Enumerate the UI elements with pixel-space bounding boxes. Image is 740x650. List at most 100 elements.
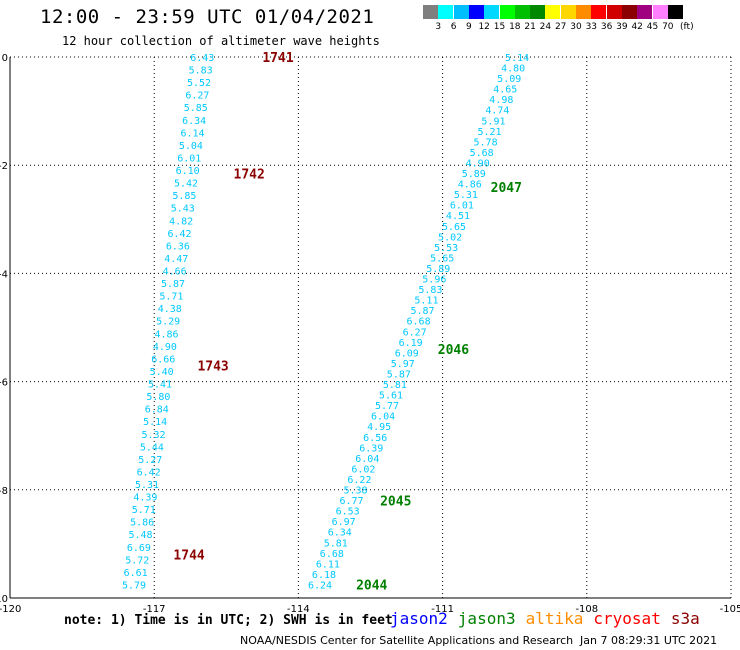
timestamp: Jan 7 08:29:31 UTC 2021	[580, 634, 718, 647]
wave-height-value: 6.77	[340, 496, 364, 507]
legend-label: 9	[466, 22, 472, 32]
lat-tick-label: -4	[0, 269, 8, 280]
legend-label: 12	[478, 22, 490, 32]
wave-height-value: 6.66	[151, 354, 175, 365]
wave-height-value: 5.71	[132, 505, 156, 516]
wave-height-value: 5.79	[122, 580, 146, 591]
wave-height-value: 6.22	[347, 475, 371, 486]
lon-tick-label: -108	[575, 604, 598, 615]
wave-height-value: 6.61	[124, 568, 148, 579]
wave-height-value: 4.82	[169, 216, 193, 227]
wave-height-value: 5.43	[171, 204, 195, 215]
wave-height-value: 5.02	[438, 232, 462, 243]
satellite-key-cryosat: cryosat	[593, 609, 661, 628]
wave-height-value: 5.32	[141, 430, 165, 441]
wave-height-value: 5.11	[414, 296, 438, 307]
pass-time-label: 1743	[197, 359, 228, 374]
legend-label: 42	[631, 22, 643, 32]
wave-height-value: 4.86	[458, 180, 482, 191]
wave-height-value: 4.90	[153, 342, 177, 353]
legend-label: 33	[585, 22, 598, 32]
legend-swatch	[514, 5, 530, 19]
wave-height-value: 5.31	[454, 190, 478, 201]
track-jason3: 5.144.805.094.654.984.745.915.215.785.68…	[308, 53, 529, 593]
legend-label: 24	[539, 22, 552, 32]
wave-height-value: 6.01	[177, 153, 201, 164]
wave-height-value: 5.44	[140, 442, 164, 453]
wave-height-value: 5.78	[474, 137, 498, 148]
wave-height-value: 5.42	[174, 179, 198, 190]
wave-height-value: 5.85	[172, 191, 196, 202]
lon-tick-label: -120	[0, 604, 21, 615]
wave-height-value: 5.72	[125, 555, 149, 566]
wave-height-value: 5.87	[387, 369, 411, 380]
lon-tick-label: -105	[720, 604, 740, 615]
lat-tick-label: 0	[2, 53, 8, 64]
axis-ticks: -120 -117 -114 -111 -108 -105 0 -2 -4 -6 -8 -10	[0, 53, 740, 615]
wave-height-value: 5.27	[138, 455, 162, 466]
wave-height-value: 6.04	[371, 412, 395, 423]
wave-height-value: 5.81	[383, 380, 407, 391]
wave-height-value: 6.34	[182, 116, 206, 127]
wave-height-value: 5.86	[130, 518, 154, 529]
legend-label: 39	[616, 22, 628, 32]
wave-height-value: 6.69	[127, 543, 151, 554]
pass-time-label: 2044	[356, 578, 387, 593]
legend-swatch	[637, 5, 653, 19]
pass-time-label: 1741	[262, 51, 293, 66]
legend-label: 45	[646, 22, 659, 32]
wave-height-value: 5.14	[143, 417, 167, 428]
legend-swatch	[453, 5, 469, 19]
lat-tick-label: -8	[0, 486, 8, 497]
pass-time-label: 1742	[234, 167, 265, 182]
wave-height-value: 6.42	[167, 229, 191, 240]
wave-height-value: 6.97	[332, 517, 356, 528]
wave-height-value: 4.74	[485, 106, 509, 117]
wave-height-value: 5.89	[426, 264, 450, 275]
legend-swatch	[423, 5, 438, 19]
wave-height-value: 5.41	[148, 380, 172, 391]
satellite-key-jason3: jason3	[457, 609, 516, 628]
wave-height-value: 6.84	[145, 405, 169, 416]
pass-time-label: 2045	[380, 495, 411, 510]
wave-height-value: 5.40	[150, 367, 174, 378]
wave-height-value: 6.68	[407, 317, 431, 328]
wave-height-value: 6.56	[363, 433, 387, 444]
wave-height-value: 5.97	[391, 359, 415, 370]
wave-height-value: 6.43	[190, 53, 214, 64]
wave-height-value: 6.14	[180, 128, 204, 139]
wave-height-value: 6.53	[336, 507, 360, 518]
legend-swatch	[468, 5, 484, 19]
pass-time-label: 1744	[173, 549, 204, 564]
wave-height-value: 6.18	[312, 570, 336, 581]
legend-swatch	[621, 5, 637, 19]
wave-height-value: 5.14	[505, 53, 529, 64]
wave-height-value: 5.61	[379, 391, 403, 402]
wave-height-value: 4.38	[158, 304, 182, 315]
lon-tick-label: -114	[287, 604, 310, 615]
wave-height-value: 4.90	[466, 158, 490, 169]
legend-swatch	[560, 5, 576, 19]
wave-height-value: 5.04	[179, 141, 203, 152]
wave-height-value: 5.65	[442, 222, 466, 233]
wave-height-value: 5.91	[481, 116, 505, 127]
wave-height-value: 6.24	[308, 580, 332, 591]
legend-swatch	[438, 5, 454, 19]
pass-time-label: 2046	[438, 343, 469, 358]
wave-height-value: 5.77	[375, 401, 399, 412]
wave-height-value: 5.83	[189, 66, 213, 77]
wave-height-value: 5.29	[156, 317, 180, 328]
legend-unit: (ft)	[680, 22, 694, 32]
wave-height-value: 6.36	[166, 241, 190, 252]
wave-height-value: 5.87	[161, 279, 185, 290]
wave-height-value: 6.09	[395, 348, 419, 359]
lon-tick-label: -111	[431, 604, 454, 615]
wave-height-value: 5.53	[434, 243, 458, 254]
wave-height-value: 5.21	[477, 127, 501, 138]
wave-height-value: 6.27	[403, 327, 427, 338]
wave-height-value: 6.04	[355, 454, 379, 465]
wave-height-value: 4.51	[446, 211, 470, 222]
units-note: note: 1) Time is in UTC; 2) SWH is in fe…	[64, 613, 393, 628]
wave-height-value: 5.38	[343, 486, 367, 497]
